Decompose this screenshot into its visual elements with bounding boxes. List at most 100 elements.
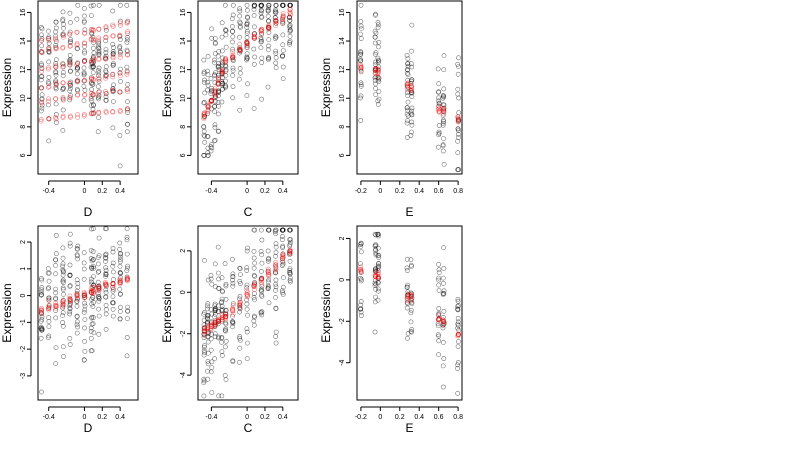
y-tick-label: 12 [20, 66, 27, 74]
data-point [89, 258, 95, 264]
data-point [53, 286, 58, 292]
data-point [405, 118, 410, 124]
data-point [124, 353, 130, 359]
data-point [46, 36, 51, 41]
data-point [82, 300, 87, 306]
fitted-point [46, 115, 52, 121]
data-point [287, 40, 292, 45]
fitted-point [201, 111, 207, 116]
data-point [237, 34, 242, 40]
data-point [219, 48, 225, 54]
data-point [74, 290, 80, 296]
data-point [244, 93, 250, 99]
data-point [118, 66, 123, 72]
fitted-point [89, 76, 94, 82]
data-point [201, 99, 207, 105]
data-point [39, 36, 45, 41]
data-point [280, 54, 285, 59]
data-point [212, 109, 217, 114]
y-tick-label: 14 [20, 37, 27, 45]
data-point [455, 360, 461, 365]
data-point [237, 335, 242, 341]
data-point [258, 45, 264, 51]
fitted-point [455, 332, 461, 338]
fitted-point [375, 69, 381, 75]
data-point [456, 128, 461, 133]
data-point [436, 288, 442, 293]
fitted-point [74, 296, 80, 302]
fitted-point [244, 45, 250, 50]
x-tick-label: 0.2 [97, 414, 107, 421]
fitted-point [103, 24, 109, 30]
fitted-point [266, 273, 272, 279]
data-point [82, 87, 88, 93]
fitted-point [88, 37, 94, 43]
y-axis-title: Expression [319, 58, 333, 117]
data-point [244, 7, 250, 13]
data-point [60, 61, 66, 67]
data-point [60, 32, 66, 38]
fitted-point [436, 317, 441, 323]
data-point [440, 148, 446, 154]
data-point [372, 329, 378, 335]
fitted-point [216, 318, 222, 324]
data-point [205, 80, 210, 85]
fitted-point [53, 304, 59, 310]
data-point [373, 243, 379, 248]
y-tick-label: 16 [180, 8, 187, 16]
data-point [61, 25, 66, 31]
fitted-point [237, 300, 243, 306]
data-point [436, 98, 441, 104]
fitted-point [124, 71, 130, 77]
data-point [96, 296, 102, 302]
data-point [103, 50, 109, 55]
fitted-point [60, 298, 66, 304]
y-axis-title: Expression [160, 58, 174, 117]
data-point [259, 60, 265, 65]
data-point [208, 336, 214, 342]
data-point [251, 35, 257, 41]
fitted-point [110, 280, 116, 286]
data-point [68, 37, 73, 42]
data-point [251, 12, 257, 18]
fitted-point [117, 52, 123, 57]
data-point [67, 60, 73, 65]
data-point [219, 339, 224, 345]
fitted-point [237, 46, 243, 52]
fitted-point [220, 314, 225, 320]
data-point [204, 368, 210, 374]
fitted-point [125, 52, 131, 57]
data-point [252, 227, 258, 233]
data-point [223, 320, 228, 326]
data-point [96, 313, 102, 319]
data-point [46, 297, 52, 303]
fitted-point [46, 306, 52, 311]
fitted-point [216, 76, 222, 82]
data-point [60, 313, 65, 319]
data-point [212, 125, 218, 130]
data-point [266, 300, 272, 306]
fitted-point [82, 292, 88, 298]
data-point [53, 257, 58, 262]
data-point [39, 285, 45, 290]
fitted-point [287, 248, 293, 254]
fitted-point [258, 28, 264, 34]
data-point [215, 270, 221, 276]
data-point [280, 227, 286, 233]
fitted-point [265, 24, 271, 30]
data-point [53, 271, 58, 277]
fitted-point [96, 284, 102, 290]
fitted-point [212, 323, 218, 329]
data-point [110, 72, 116, 77]
data-point [81, 98, 87, 104]
fitted-point [53, 96, 59, 102]
fitted-point [110, 109, 116, 115]
y-tick-label: 0 [180, 290, 187, 294]
data-point [252, 260, 257, 266]
fitted-point [60, 302, 66, 308]
data-point [230, 324, 235, 330]
data-point [208, 91, 214, 97]
fitted-point [91, 37, 96, 43]
data-point [223, 283, 229, 289]
